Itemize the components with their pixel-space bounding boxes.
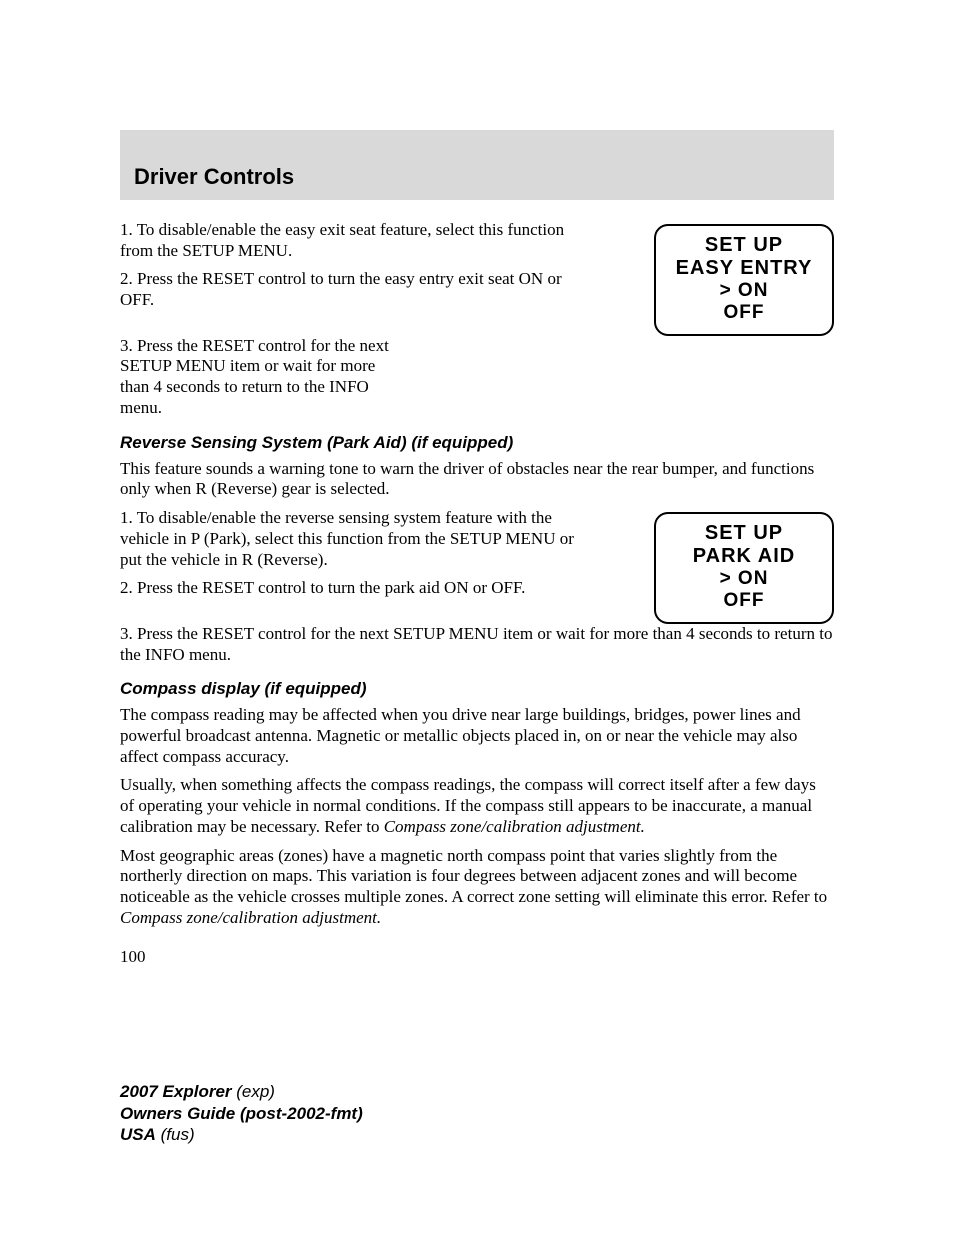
lcd-line: OFF	[668, 590, 820, 612]
lcd-line: PARK AID	[668, 545, 820, 568]
page: Driver Controls 1. To disable/enable the…	[0, 0, 954, 1235]
easy-entry-step-2: 2. Press the RESET control to turn the e…	[120, 269, 584, 310]
lcd-line: EASY ENTRY	[668, 257, 820, 280]
reverse-sensing-step-2: 2. Press the RESET control to turn the p…	[120, 578, 584, 599]
lcd-line: > ON	[668, 280, 820, 302]
easy-entry-section: 1. To disable/enable the easy exit seat …	[120, 220, 834, 336]
compass-p2-ref: Compass zone/calibration adjustment.	[384, 817, 645, 836]
footer: 2007 Explorer (exp) Owners Guide (post-2…	[120, 1081, 363, 1145]
page-number: 100	[120, 947, 834, 967]
reverse-sensing-step-1: 1. To disable/enable the reverse sensing…	[120, 508, 584, 570]
compass-heading: Compass display (if equipped)	[120, 679, 834, 699]
reverse-sensing-intro: This feature sounds a warning tone to wa…	[120, 459, 834, 500]
footer-guide: Owners Guide (post-2002-fmt)	[120, 1103, 363, 1124]
easy-entry-step-3: 3. Press the RESET control for the next …	[120, 336, 400, 419]
reverse-sensing-heading: Reverse Sensing System (Park Aid) (if eq…	[120, 433, 834, 453]
lcd-line: > ON	[668, 568, 820, 590]
lcd-display-park-aid: SET UP PARK AID > ON OFF	[654, 512, 834, 624]
lcd-display-easy-entry: SET UP EASY ENTRY > ON OFF	[654, 224, 834, 336]
footer-model-suffix: (exp)	[232, 1082, 275, 1101]
compass-p3-ref: Compass zone/calibration adjustment.	[120, 908, 381, 927]
reverse-sensing-display-col: SET UP PARK AID > ON OFF	[604, 508, 834, 624]
easy-entry-step-1: 1. To disable/enable the easy exit seat …	[120, 220, 584, 261]
easy-entry-text: 1. To disable/enable the easy exit seat …	[120, 220, 584, 319]
lcd-line: OFF	[668, 302, 820, 324]
lcd-line: SET UP	[668, 522, 820, 545]
compass-p2: Usually, when something affects the comp…	[120, 775, 834, 837]
compass-p3: Most geographic areas (zones) have a mag…	[120, 846, 834, 929]
section-title: Driver Controls	[134, 164, 294, 190]
footer-region-suffix: (fus)	[156, 1125, 195, 1144]
reverse-sensing-step-3: 3. Press the RESET control for the next …	[120, 624, 834, 665]
reverse-sensing-section: 1. To disable/enable the reverse sensing…	[120, 508, 834, 624]
footer-line-1: 2007 Explorer (exp)	[120, 1081, 363, 1102]
compass-p3-text: Most geographic areas (zones) have a mag…	[120, 846, 827, 906]
footer-region: USA	[120, 1125, 156, 1144]
easy-entry-display-col: SET UP EASY ENTRY > ON OFF	[604, 220, 834, 336]
reverse-sensing-text: 1. To disable/enable the reverse sensing…	[120, 508, 584, 607]
footer-line-3: USA (fus)	[120, 1124, 363, 1145]
lcd-line: SET UP	[668, 234, 820, 257]
footer-model: 2007 Explorer	[120, 1082, 232, 1101]
compass-p1: The compass reading may be affected when…	[120, 705, 834, 767]
section-header-band: Driver Controls	[120, 130, 834, 200]
